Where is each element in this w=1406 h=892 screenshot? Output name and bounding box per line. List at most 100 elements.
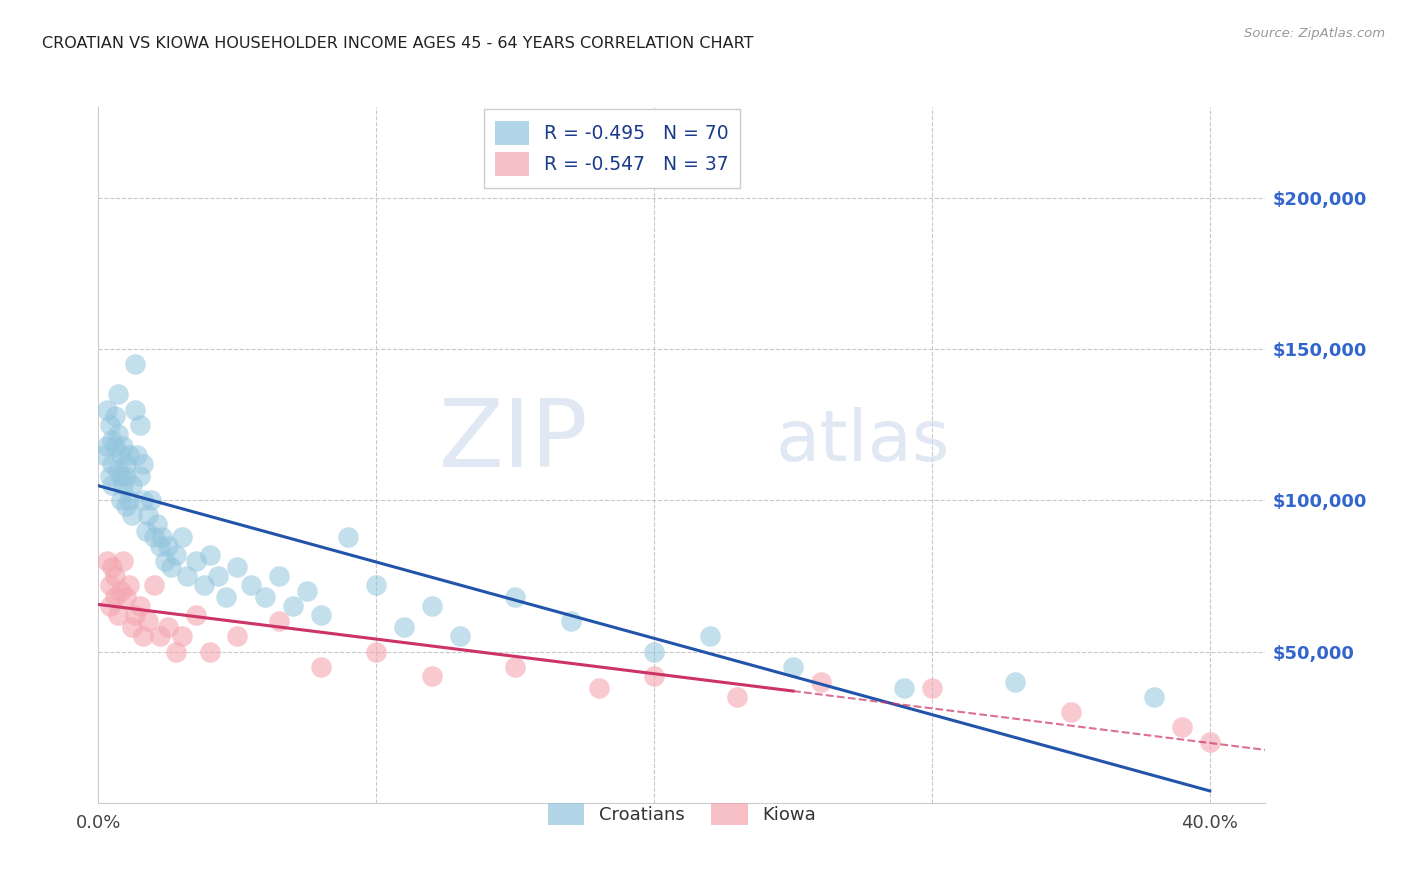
Point — [118, 493, 141, 508]
Point — [170, 530, 193, 544]
Point — [98, 599, 121, 614]
Point — [129, 599, 152, 614]
Point — [226, 629, 249, 643]
Text: ZIP: ZIP — [439, 395, 589, 487]
Point — [124, 402, 146, 417]
Point — [138, 508, 160, 523]
Point — [267, 569, 290, 583]
Point — [337, 530, 360, 544]
Point — [1171, 720, 1194, 734]
Point — [503, 590, 526, 604]
Point — [392, 620, 415, 634]
Point — [101, 457, 124, 471]
Point — [112, 478, 135, 492]
Point — [110, 469, 132, 483]
Point — [104, 409, 127, 423]
Point — [176, 569, 198, 583]
Point — [104, 590, 127, 604]
Point — [124, 608, 146, 623]
Point — [141, 493, 163, 508]
Point — [366, 644, 388, 658]
Point — [226, 559, 249, 574]
Point — [503, 659, 526, 673]
Text: CROATIAN VS KIOWA HOUSEHOLDER INCOME AGES 45 - 64 YEARS CORRELATION CHART: CROATIAN VS KIOWA HOUSEHOLDER INCOME AGE… — [42, 36, 754, 51]
Point — [107, 387, 129, 401]
Point — [127, 448, 149, 462]
Point — [138, 615, 160, 629]
Point — [921, 681, 943, 695]
Point — [198, 644, 221, 658]
Point — [184, 608, 207, 623]
Point — [215, 590, 238, 604]
Point — [165, 644, 187, 658]
Point — [193, 578, 215, 592]
Point — [184, 554, 207, 568]
Legend: Croatians, Kiowa: Croatians, Kiowa — [541, 796, 823, 832]
Point — [104, 569, 127, 583]
Point — [170, 629, 193, 643]
Point — [366, 578, 388, 592]
Point — [129, 417, 152, 432]
Point — [118, 578, 141, 592]
Point — [132, 493, 155, 508]
Point — [124, 357, 146, 371]
Point — [1143, 690, 1166, 704]
Point — [150, 530, 173, 544]
Point — [420, 599, 443, 614]
Point — [98, 578, 121, 592]
Point — [588, 681, 610, 695]
Point — [115, 457, 138, 471]
Point — [132, 457, 155, 471]
Point — [112, 554, 135, 568]
Point — [96, 554, 118, 568]
Point — [148, 629, 170, 643]
Point — [98, 417, 121, 432]
Point — [281, 599, 304, 614]
Text: atlas: atlas — [775, 407, 949, 475]
Point — [93, 448, 115, 462]
Point — [156, 539, 179, 553]
Point — [1198, 735, 1220, 749]
Point — [98, 469, 121, 483]
Point — [110, 448, 132, 462]
Point — [107, 426, 129, 441]
Point — [309, 659, 332, 673]
Point — [115, 590, 138, 604]
Point — [560, 615, 582, 629]
Point — [143, 578, 166, 592]
Point — [129, 469, 152, 483]
Point — [101, 559, 124, 574]
Point — [309, 608, 332, 623]
Point — [1060, 705, 1083, 719]
Point — [420, 669, 443, 683]
Point — [101, 478, 124, 492]
Point — [699, 629, 721, 643]
Point — [143, 530, 166, 544]
Point — [449, 629, 471, 643]
Point — [118, 448, 141, 462]
Point — [198, 548, 221, 562]
Point — [115, 469, 138, 483]
Point — [240, 578, 263, 592]
Point — [148, 539, 170, 553]
Point — [104, 439, 127, 453]
Point — [110, 584, 132, 599]
Point — [782, 659, 804, 673]
Point — [295, 584, 318, 599]
Point — [96, 439, 118, 453]
Point — [643, 644, 665, 658]
Point — [810, 674, 832, 689]
Point — [121, 620, 143, 634]
Point — [643, 669, 665, 683]
Point — [1004, 674, 1026, 689]
Point — [165, 548, 187, 562]
Point — [207, 569, 229, 583]
Point — [146, 517, 169, 532]
Point — [135, 524, 157, 538]
Point — [101, 433, 124, 447]
Point — [121, 478, 143, 492]
Point — [112, 439, 135, 453]
Point — [893, 681, 915, 695]
Point — [156, 620, 179, 634]
Point — [115, 500, 138, 514]
